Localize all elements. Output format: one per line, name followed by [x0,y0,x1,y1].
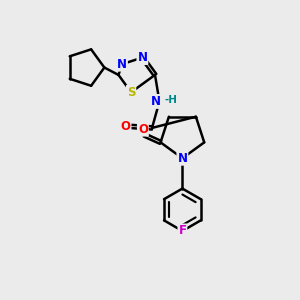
Text: N: N [177,152,188,165]
Text: F: F [178,224,186,238]
Text: S: S [127,86,135,99]
Text: N: N [151,95,161,108]
Text: N: N [137,51,147,64]
Text: N: N [117,58,127,71]
Text: O: O [121,120,130,133]
Text: -H: -H [164,95,177,105]
Text: O: O [138,123,148,136]
